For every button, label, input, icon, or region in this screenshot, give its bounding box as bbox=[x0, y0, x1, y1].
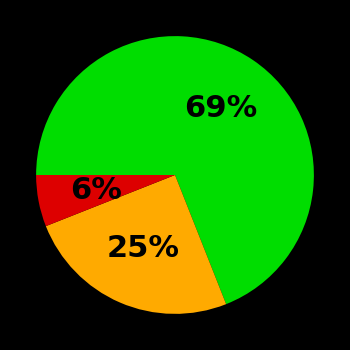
Wedge shape bbox=[36, 36, 314, 304]
Wedge shape bbox=[46, 175, 226, 314]
Text: 25%: 25% bbox=[106, 234, 180, 264]
Text: 69%: 69% bbox=[184, 94, 257, 123]
Text: 6%: 6% bbox=[70, 176, 122, 205]
Wedge shape bbox=[36, 175, 175, 226]
